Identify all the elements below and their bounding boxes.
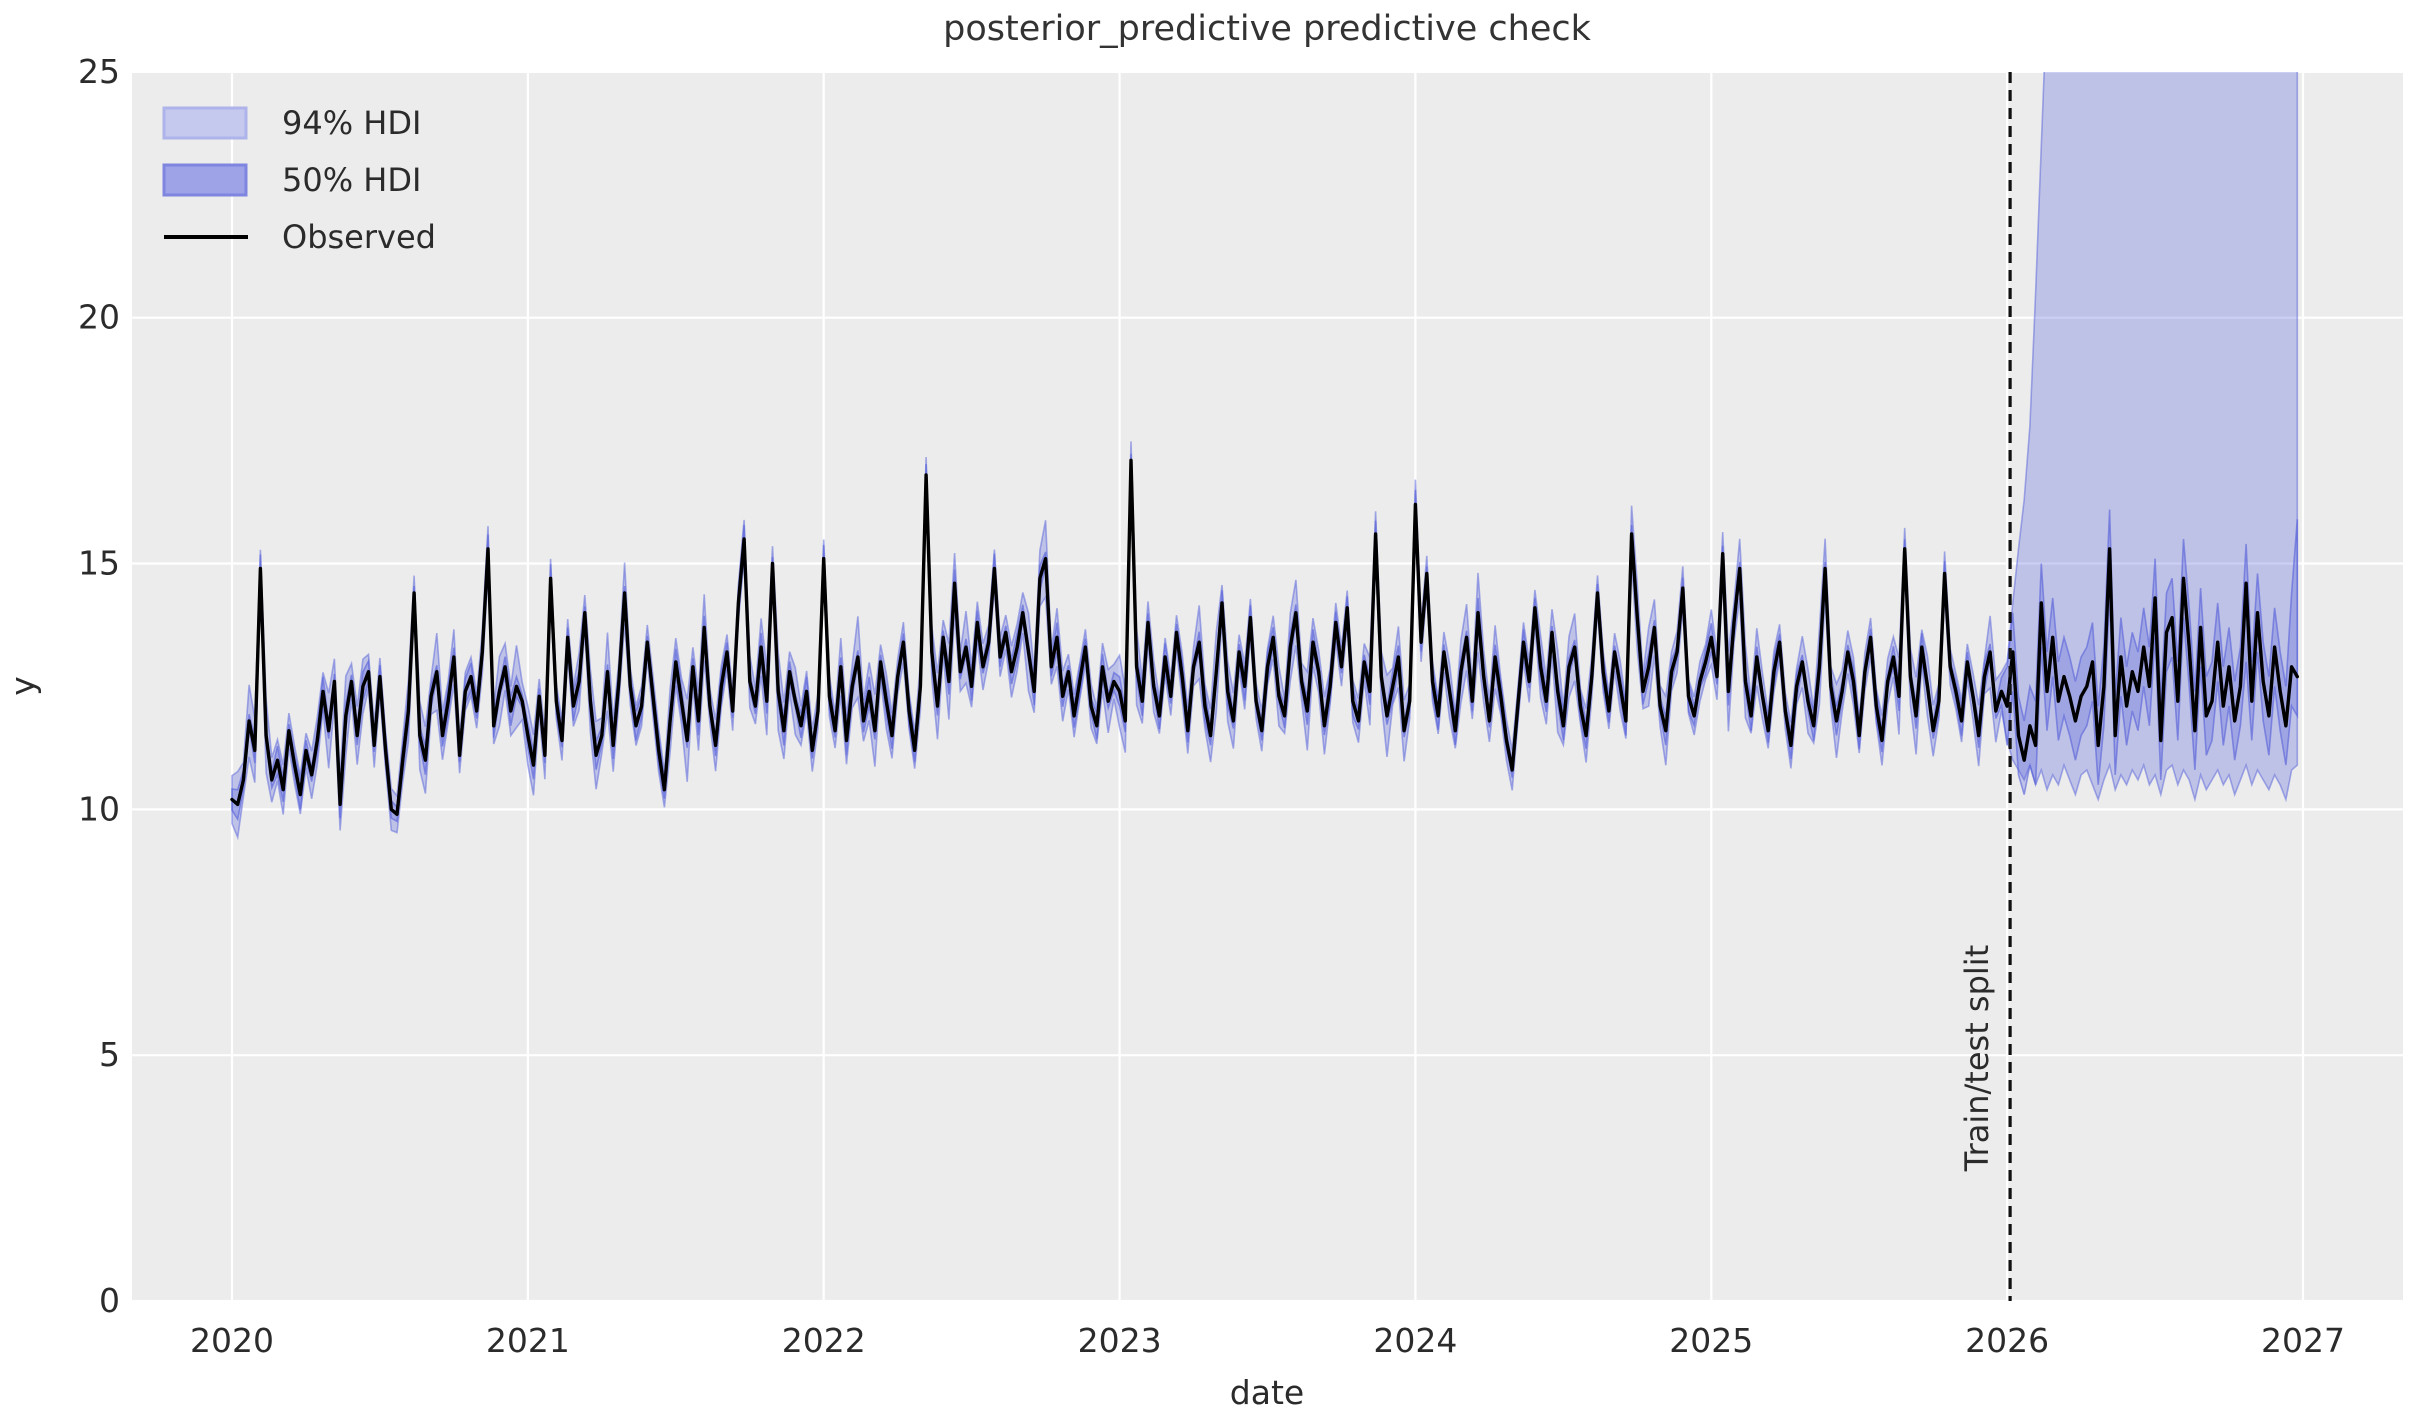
gridlines [132, 70, 2403, 1303]
observed-series [230, 458, 2299, 816]
x-tick-label-2024: 2024 [1373, 1321, 1457, 1360]
tick-labels: 2020 2021 2022 2023 2024 2025 2026 202705101520… [78, 52, 2345, 1360]
legend-swatch-94-hdi [162, 106, 248, 140]
x-axis-label: date [1230, 1373, 1304, 1412]
x-tick-label-2020: 2020 [190, 1321, 274, 1360]
x-tick-label-2023: 2023 [1078, 1321, 1162, 1360]
legend-label-observed: Observed [282, 218, 436, 256]
legend-label-50-hdi: 50% HDI [282, 161, 421, 199]
legend-swatch-50-hdi [162, 163, 248, 197]
legend-label-94-hdi: 94% HDI [282, 104, 421, 142]
legend: 94% HDI 50% HDI Observed [162, 104, 436, 256]
y-tick-label-10: 10 [78, 789, 120, 828]
x-tick-label-2026: 2026 [1965, 1321, 2049, 1360]
y-tick-label-15: 15 [78, 544, 120, 583]
chart-title: posterior_predictive predictive check [943, 9, 1591, 49]
y-axis-label: y [3, 676, 42, 696]
y-tick-label-25: 25 [78, 52, 120, 91]
y-tick-label-5: 5 [99, 1035, 120, 1074]
train-test-split-label: Train/test split [1958, 945, 1996, 1173]
y-tick-label-0: 0 [99, 1281, 120, 1320]
x-tick-label-2021: 2021 [486, 1321, 570, 1360]
x-tick-label-2025: 2025 [1669, 1321, 1753, 1360]
x-tick-label-2022: 2022 [782, 1321, 866, 1360]
observed-line [230, 458, 2299, 816]
y-tick-label-20: 20 [78, 298, 120, 337]
x-tick-label-2027: 2027 [2261, 1321, 2345, 1360]
